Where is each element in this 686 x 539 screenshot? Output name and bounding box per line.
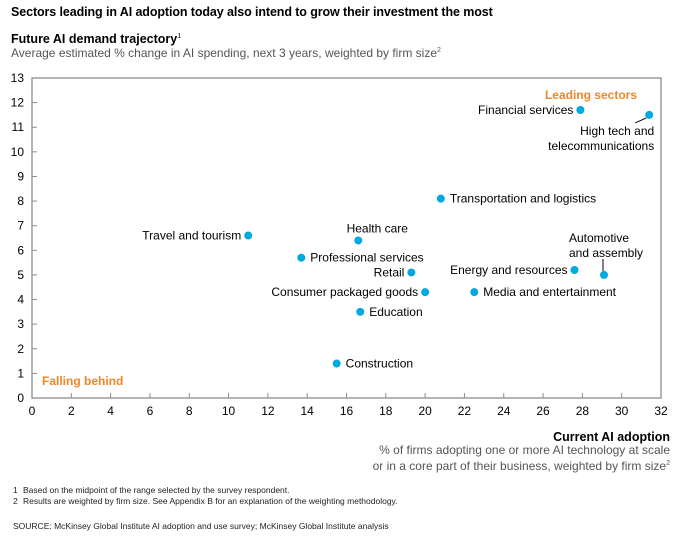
point-label: Education	[369, 305, 422, 319]
x-tick-label: 26	[536, 404, 550, 418]
y-axis-subtitle: Average estimated % change in AI spendin…	[11, 46, 441, 60]
y-tick-label: 1	[17, 366, 24, 380]
x-tick-label: 2	[68, 404, 75, 418]
y-tick-label: 2	[17, 342, 24, 356]
y-tick-label: 5	[17, 268, 24, 282]
footnote-text: Based on the midpoint of the range selec…	[23, 485, 290, 495]
x-tick-label: 10	[222, 404, 236, 418]
point-label: Automotive	[569, 231, 629, 245]
x-axis-subtitle-line2-wrap: or in a core part of their business, wei…	[330, 457, 670, 473]
x-tick-label: 12	[261, 404, 275, 418]
data-point	[407, 268, 416, 277]
y-tick-label: 4	[17, 293, 24, 307]
data-point	[576, 106, 585, 114]
point-label: Energy and resources	[450, 263, 567, 277]
point-label: Transportation and logistics	[450, 192, 596, 206]
y-axis-subtitle-text: Average estimated % change in AI spendin…	[11, 46, 438, 60]
x-tick-label: 18	[379, 404, 393, 418]
plot-frame	[31, 77, 662, 399]
point-label: High tech and	[580, 124, 654, 138]
x-axis-subtitle-line1: % of firms adopting one or more AI techn…	[379, 443, 670, 457]
y-tick-label: 10	[11, 145, 25, 159]
x-tick-label: 22	[458, 404, 472, 418]
x-tick-label: 24	[497, 404, 511, 418]
x-tick-label: 8	[186, 404, 193, 418]
point-label: Health care	[347, 221, 409, 235]
annotation-label: Falling behind	[42, 374, 123, 388]
axes	[31, 77, 662, 399]
point-label: Construction	[346, 357, 413, 371]
point-label: Retail	[374, 265, 405, 279]
data-point	[570, 266, 579, 274]
y-tick-label: 3	[17, 317, 24, 331]
y-tick-label: 11	[12, 120, 25, 134]
data-point	[332, 359, 341, 368]
data-point	[244, 231, 253, 240]
y-tick-label: 9	[17, 169, 24, 183]
leader-line	[634, 117, 647, 124]
x-tick-label: 20	[418, 404, 432, 418]
x-tick-label: 0	[29, 404, 36, 418]
point-label: and assembly	[569, 246, 643, 260]
footnote-ref-2: 2	[666, 460, 670, 467]
x-tick-label: 32	[654, 404, 668, 418]
y-tick-label: 8	[17, 194, 24, 208]
point-label: Consumer packaged goods	[271, 285, 418, 299]
data-point	[599, 270, 608, 279]
point-labels: Financial services High tech andtelecommu…	[142, 103, 654, 371]
chart-title: Sectors leading in AI adoption today als…	[11, 5, 493, 19]
point-label: Media and entertainment	[483, 285, 616, 299]
y-tick-label: 7	[17, 219, 24, 233]
data-point	[645, 110, 654, 119]
x-tick-label: 30	[615, 404, 629, 418]
data-point	[356, 307, 365, 316]
annotation-label: Leading sectors	[545, 88, 637, 102]
footnote-2: 2 Results are weighted by firm size. See …	[13, 496, 398, 507]
footnote-1: 1 Based on the midpoint of the range sele…	[13, 485, 398, 496]
y-tick-label: 6	[17, 243, 24, 257]
data-point	[470, 288, 479, 297]
point-label: Professional services	[310, 251, 423, 265]
x-axis-subtitle: % of firms adopting one or more AI techn…	[330, 444, 670, 473]
footnote-number: 1	[13, 485, 18, 495]
footnote-ref-1: 1	[177, 32, 182, 40]
y-axis-title-text: Future AI demand trajectory	[11, 32, 178, 46]
point-label: Travel and tourism	[142, 229, 241, 243]
source-note: SOURCE: McKinsey Global Institute AI ado…	[13, 521, 389, 531]
point-label: telecommunications	[548, 139, 654, 153]
data-point	[421, 288, 430, 297]
y-tick-label: 12	[11, 96, 25, 110]
footnote-number: 2	[13, 496, 18, 506]
footnotes: 1 Based on the midpoint of the range sele…	[13, 485, 398, 507]
y-tick-label: 0	[17, 391, 24, 405]
point-label: Financial services	[478, 103, 573, 117]
footnote-ref-2: 2	[437, 47, 441, 54]
x-tick-label: 16	[340, 404, 354, 418]
y-tick-label: 13	[11, 71, 25, 85]
x-tick-label: 14	[301, 404, 315, 418]
footnote-text: Results are weighted by firm size. See A…	[23, 496, 398, 506]
x-axis-title: Current AI adoption	[553, 430, 670, 444]
y-axis-title: Future AI demand trajectory1	[11, 32, 181, 46]
x-tick-label: 6	[147, 404, 154, 418]
data-point	[436, 194, 445, 203]
data-point	[297, 253, 306, 262]
x-axis-subtitle-line2: or in a core part of their business, wei…	[372, 459, 667, 473]
data-point	[354, 236, 363, 245]
data-points	[244, 106, 654, 368]
annotations: Leading sectors Falling behind	[42, 88, 637, 388]
x-tick-label: 4	[107, 404, 114, 418]
x-tick-label: 28	[576, 404, 590, 418]
